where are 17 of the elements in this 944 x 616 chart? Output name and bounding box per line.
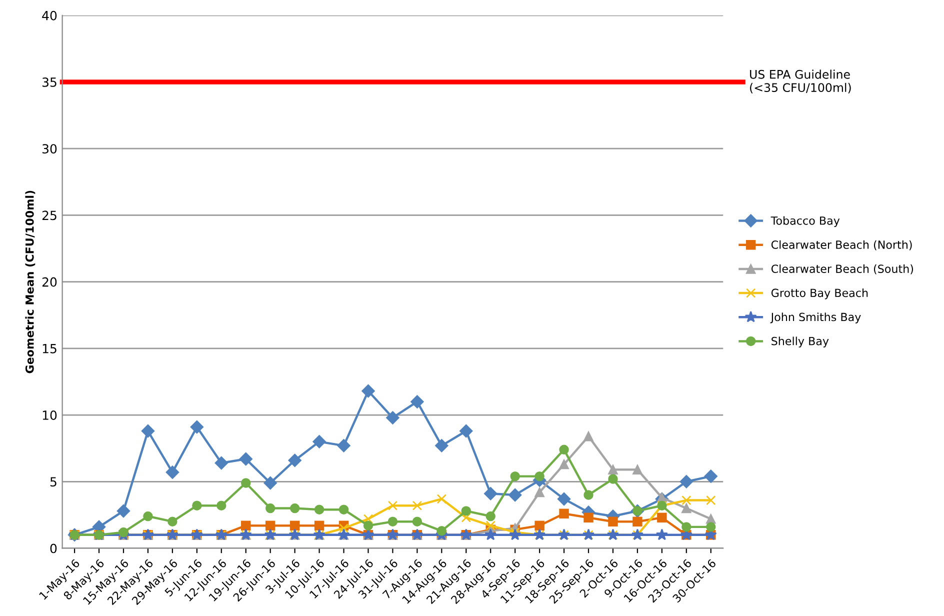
legend-label: Clearwater Beach (North) [771, 240, 912, 250]
y-tick-label: 0 [50, 544, 57, 554]
y-tick-label: 25 [42, 210, 56, 220]
y-axis-title: Geometric Mean (CFU/100ml) [25, 190, 36, 374]
legend-label: Grotto Bay Beach [771, 288, 868, 300]
y-tick-label: 10 [42, 410, 57, 420]
legend-label: Tobacco Bay [770, 216, 840, 227]
ref-line-label: US EPA Guideline (<35 CFU/100ml) [750, 70, 851, 94]
y-tick-label: 5 [50, 477, 56, 487]
y-tick-label: 20 [42, 277, 57, 287]
y-tick-label: 30 [42, 144, 57, 154]
legend-label: Clearwater Beach (South) [771, 264, 914, 274]
legend-label: John Smiths Bay [770, 312, 861, 324]
y-tick-label: 15 [42, 344, 56, 354]
y-tick-label: 40 [42, 10, 57, 20]
legend-label: Shelly Bay [772, 336, 829, 348]
y-tick-label: 35 [42, 77, 56, 87]
